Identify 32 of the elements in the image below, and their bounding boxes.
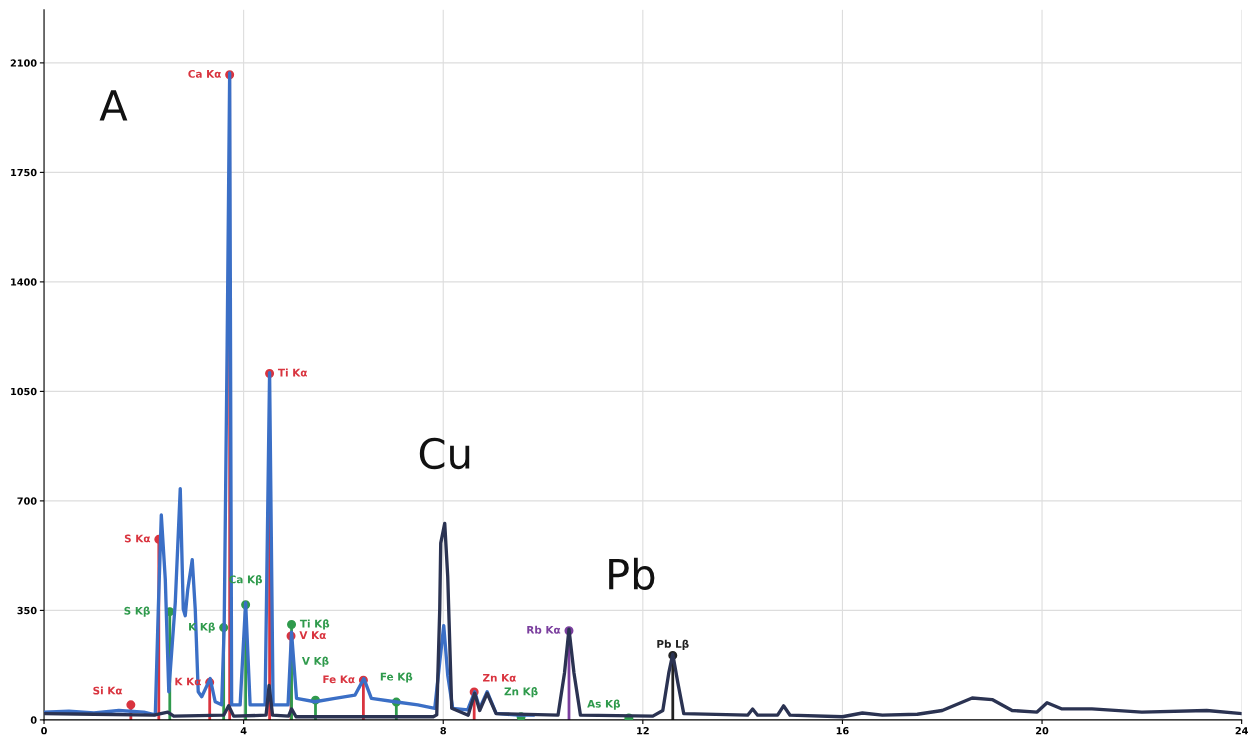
data-label: Fe Kα: [323, 675, 355, 684]
annotation: A: [99, 90, 128, 121]
data-label: Ca Kα: [188, 69, 221, 78]
data-label: Ti Kβ: [299, 619, 330, 630]
data-label: S Kβ: [124, 606, 150, 617]
x-tick-label: 24: [1235, 727, 1248, 735]
annotation: Cu: [419, 437, 470, 470]
y-tick-label: 0: [30, 716, 37, 724]
x-tick-label: 0: [41, 727, 47, 735]
data-label: Si Kα: [93, 686, 123, 695]
y-tick-label: 350: [17, 606, 37, 615]
annotation: Pb: [609, 557, 655, 590]
y-tick-label: 2100: [10, 59, 37, 67]
y-tick-label: 1750: [11, 168, 37, 177]
y-tick-label: 1400: [11, 278, 37, 286]
x-tick-label: 16: [836, 727, 849, 735]
data-label: V Kα: [299, 631, 326, 640]
data-label: Rb Kα: [527, 625, 561, 634]
x-tick-label: 8: [440, 727, 447, 735]
x-tick-label: 4: [240, 727, 247, 735]
y-tick-label: 1050: [11, 387, 37, 396]
data-label: S Kα: [124, 534, 151, 543]
data-label: Pb Lβ: [657, 639, 689, 650]
x-tick-label: 12: [637, 727, 649, 735]
y-tick-label: 700: [17, 497, 37, 505]
data-label: As Kβ: [587, 699, 621, 710]
data-label: V Kβ: [301, 656, 329, 667]
x-tick-label: 20: [1036, 727, 1049, 735]
data-label: Fe Kβ: [380, 672, 413, 683]
data-label: Zn Kβ: [504, 687, 538, 698]
data-label: Zn Kα: [482, 673, 516, 682]
data-label: Ti Kα: [277, 368, 308, 377]
